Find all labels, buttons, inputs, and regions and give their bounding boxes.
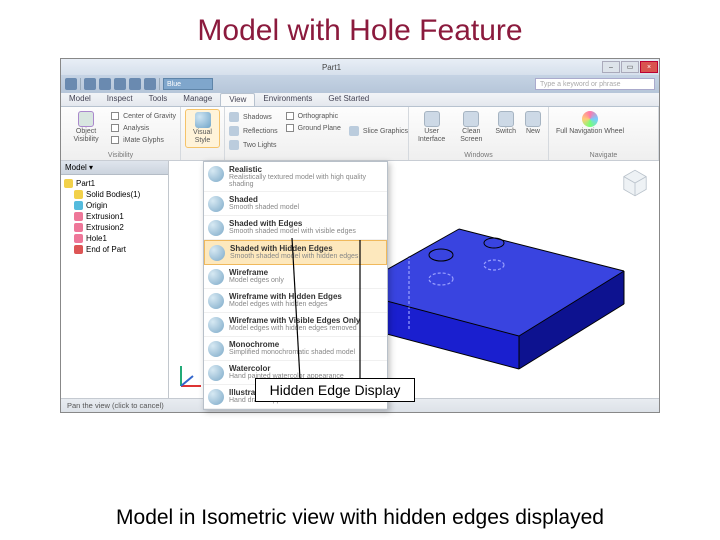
ribbon-group-appearance: Object Visibility Center of Gravity Anal… [61, 107, 181, 160]
app-menu-button[interactable] [65, 78, 77, 90]
visual-style-option[interactable]: Shaded with EdgesSmooth shaded model wit… [204, 216, 387, 240]
tree-icon [74, 190, 83, 199]
visual-style-option[interactable]: MonochromeSimplified monochromatic shade… [204, 337, 387, 361]
color-override-combo[interactable]: Blue [163, 78, 213, 90]
slice-graphics-button[interactable]: Slice Graphics [349, 111, 408, 151]
visual-style-menu: RealisticRealistically textured model wi… [203, 161, 388, 410]
tab-model[interactable]: Model [61, 93, 99, 106]
sphere-icon [208, 341, 224, 357]
tab-inspect[interactable]: Inspect [99, 93, 141, 106]
reflection-icon [229, 126, 239, 136]
model-browser-header[interactable]: Model ▾ [61, 161, 168, 175]
window-icon [498, 111, 514, 127]
qat-open-icon[interactable] [99, 78, 111, 90]
sphere-icon [208, 196, 224, 212]
window-icon [424, 111, 440, 127]
visual-style-option[interactable]: ShadedSmooth shaded model [204, 192, 387, 216]
sphere-icon [208, 317, 224, 333]
qat-save-icon[interactable] [114, 78, 126, 90]
tree-icon [74, 234, 83, 243]
sphere-icon [208, 293, 224, 309]
sphere-icon [209, 245, 225, 261]
tree-item[interactable]: End of Part [64, 244, 165, 255]
shadows-toggle[interactable]: Shadows [229, 111, 278, 123]
window-switch-button[interactable]: Switch [492, 109, 519, 146]
window-clean-button[interactable]: Clean Screen [453, 109, 489, 146]
window-icon [525, 111, 541, 127]
tab-manage[interactable]: Manage [175, 93, 220, 106]
sphere-icon [208, 389, 224, 405]
window-user-button[interactable]: User Interface [413, 109, 450, 146]
sphere-icon [208, 220, 224, 236]
visual-style-button[interactable]: Visual Style [185, 109, 220, 148]
viewcube[interactable] [619, 167, 651, 199]
orthographic-toggle[interactable]: Orthographic [286, 111, 341, 121]
window-title: Part1 [61, 63, 602, 72]
center-of-gravity-toggle[interactable]: Center of Gravity [111, 111, 176, 121]
visual-style-option[interactable]: WireframeModel edges only [204, 265, 387, 289]
analysis-toggle[interactable]: Analysis [111, 123, 176, 133]
tree-item[interactable]: Solid Bodies(1) [64, 189, 165, 200]
reflections-toggle[interactable]: Reflections [229, 125, 278, 137]
sphere-icon [208, 166, 224, 182]
ground-plane-toggle[interactable]: Ground Plane [286, 123, 341, 133]
two-lights-toggle[interactable]: Two Lights [229, 139, 278, 151]
visual-style-option[interactable]: RealisticRealistically textured model wi… [204, 162, 387, 192]
slice-icon [349, 126, 359, 136]
model-tree: Part1 Solid Bodies(1)OriginExtrusion1Ext… [61, 175, 168, 398]
tab-tools[interactable]: Tools [141, 93, 176, 106]
qat-new-icon[interactable] [84, 78, 96, 90]
quick-access-toolbar: Blue Type a keyword or phrase [61, 75, 659, 93]
sphere-icon [208, 269, 224, 285]
visual-style-option[interactable]: Shaded with Hidden EdgesSmooth shaded mo… [204, 240, 387, 265]
imate-glyphs-toggle[interactable]: iMate Glyphs [111, 135, 176, 145]
shadow-icon [229, 112, 239, 122]
light-icon [229, 140, 239, 150]
window-maximize-button[interactable]: ▭ [621, 61, 639, 73]
qat-redo-icon[interactable] [144, 78, 156, 90]
tree-item[interactable]: Extrusion1 [64, 211, 165, 222]
window-new-button[interactable]: New [522, 109, 544, 146]
tree-icon [74, 223, 83, 232]
visual-style-option[interactable]: Wireframe with Hidden EdgesModel edges w… [204, 289, 387, 313]
tab-view[interactable]: View [220, 93, 255, 106]
ribbon-group-shadows: Shadows Reflections Two Lights Orthograp… [225, 107, 409, 160]
wheel-icon [582, 111, 598, 127]
tree-item[interactable]: Origin [64, 200, 165, 211]
cube-icon [78, 111, 94, 127]
tree-root[interactable]: Part1 [64, 178, 165, 189]
ribbon-tabs: ModelInspectToolsManageViewEnvironmentsG… [61, 93, 659, 107]
tree-item[interactable]: Extrusion2 [64, 222, 165, 233]
window-minimize-button[interactable]: – [602, 61, 620, 73]
sphere-icon [195, 112, 211, 128]
tab-get-started[interactable]: Get Started [320, 93, 377, 106]
slide-title: Model with Hole Feature [0, 14, 720, 48]
sphere-icon [208, 365, 224, 381]
visual-style-option[interactable]: Wireframe with Visible Edges OnlyModel e… [204, 313, 387, 337]
nav-wheel-button[interactable]: Full Navigation Wheel [553, 109, 627, 138]
ribbon-group-windows: User InterfaceClean ScreenSwitchNew Wind… [409, 107, 549, 160]
window-icon [463, 111, 479, 127]
window-close-button[interactable]: × [640, 61, 658, 73]
ribbon: Object Visibility Center of Gravity Anal… [61, 107, 659, 161]
tab-environments[interactable]: Environments [255, 93, 320, 106]
tree-icon [74, 201, 83, 210]
window-titlebar: Part1 – ▭ × [61, 59, 659, 75]
tree-icon [74, 245, 83, 254]
model-browser-panel: Model ▾ Part1 Solid Bodies(1)OriginExtru… [61, 161, 169, 398]
callout-label: Hidden Edge Display [255, 378, 415, 402]
qat-undo-icon[interactable] [129, 78, 141, 90]
ribbon-group-visual-style: Visual Style [181, 107, 225, 160]
tree-icon [74, 212, 83, 221]
ribbon-group-navigate: Full Navigation Wheel Navigate [549, 107, 659, 160]
tree-item[interactable]: Hole1 [64, 233, 165, 244]
slide-caption: Model in Isometric view with hidden edge… [0, 506, 720, 530]
object-visibility-button[interactable]: Object Visibility [65, 109, 107, 146]
help-search-input[interactable]: Type a keyword or phrase [535, 78, 655, 90]
